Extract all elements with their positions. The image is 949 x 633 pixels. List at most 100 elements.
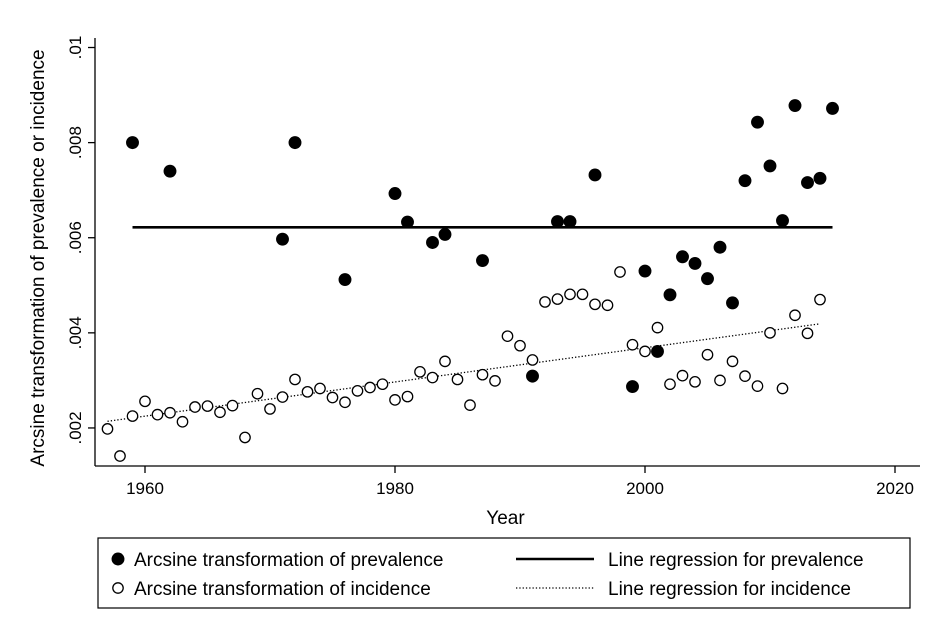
incidence-point [126,410,139,422]
prevalence-point [826,101,839,115]
incidence-point [176,415,189,428]
incidence-point [264,403,276,415]
x-tick-label: 2000 [626,479,664,498]
y-tick-label: .008 [66,126,85,159]
prevalence-point [163,164,177,178]
incidence-point [789,309,801,322]
y-axis-title: Arcsine transformation of prevalence or … [28,49,49,466]
legend-prevalence-line-label: Line regression for prevalence [608,550,864,571]
legend-incidence-label: Arcsine transformation of incidence [134,579,431,600]
incidence-point [376,378,389,391]
prevalence-point [651,344,664,358]
legend-incidence-marker [112,582,124,594]
incidence-point [489,375,501,387]
incidence-point [714,374,726,387]
prevalence-point [438,227,452,241]
incidence-point [776,382,789,395]
x-axis-title: Year [486,508,525,529]
prevalence-point [776,214,789,228]
prevalence-point [701,272,714,286]
incidence-point [501,330,514,343]
incidence-point [651,321,664,334]
prevalence-point [726,296,739,310]
incidence-point [689,375,701,388]
incidence-point [251,387,264,400]
incidence-point [514,339,526,352]
prevalence-point [751,115,764,129]
prevalence-point [401,215,414,229]
y-tick-label: .004 [66,316,85,349]
x-tick-label: 1960 [126,479,164,498]
incidence-point [114,450,126,462]
prevalence-point [801,176,814,190]
prevalence-point [551,215,564,229]
incidence-point [701,348,714,361]
y-tick-label: .002 [66,411,85,444]
incidence-point [476,368,489,381]
prevalence-point [626,380,639,394]
prevalence-point [588,168,602,182]
incidence-point [526,354,539,366]
incidence-point [389,394,401,406]
prevalence-point [288,136,302,150]
legend-prevalence-label: Arcsine transformation of prevalence [134,550,443,571]
incidence-point [576,288,589,301]
x-tick-label: 1980 [376,479,414,498]
y-tick-label: .006 [66,221,85,254]
incidence-point [326,391,339,404]
incidence-point [814,293,826,306]
prevalence-point [763,159,777,173]
y-tick-label: .01 [66,36,85,60]
incidence-point [564,288,576,301]
legend-box [97,537,911,609]
incidence-point [314,382,326,395]
legend-incidence-line-label: Line regression for incidence [608,579,851,600]
incidence-point [751,380,764,392]
prevalence-point [526,369,539,383]
incidence-point [339,396,351,409]
incidence-point [301,385,314,398]
prevalence-point [276,232,289,246]
incidence-point [351,385,364,397]
incidence-point [664,378,676,391]
incidence-point [626,338,639,351]
incidence-point [739,370,751,382]
x-tick-label: 2020 [876,479,914,498]
incidence-point [801,327,814,340]
prevalence-point [563,215,577,229]
incidence-point [201,400,214,412]
prevalence-point [338,273,352,287]
incidence-point [139,395,151,408]
incidence-point [764,326,776,339]
incidence-point [426,371,439,384]
incidence-point [439,355,451,368]
incidence-point [101,423,114,435]
prevalence-point [713,240,727,254]
prevalence-point [638,264,652,278]
incidence-point [451,373,464,386]
incidence-point [239,431,251,444]
prevalence-point [738,174,752,188]
prevalence-point [388,187,402,200]
incidence-point [214,406,226,419]
incidence-point [364,381,376,394]
prevalence-point [688,256,702,270]
prevalence-point [476,254,489,268]
incidence-point [226,399,239,412]
incidence-point [414,365,426,378]
incidence-point [189,401,201,413]
incidence-point [676,369,689,382]
prevalence-point [788,99,802,112]
legend-prevalence-marker [111,552,125,566]
incidence-point [639,345,651,358]
incidence-point [601,299,614,312]
incidence-point [614,266,626,278]
incidence-point [276,391,289,403]
incidence-point [164,406,176,419]
incidence-point [726,355,739,368]
incidence-point [551,293,564,305]
incidence-point [539,296,551,308]
prevalence-point [426,236,439,249]
